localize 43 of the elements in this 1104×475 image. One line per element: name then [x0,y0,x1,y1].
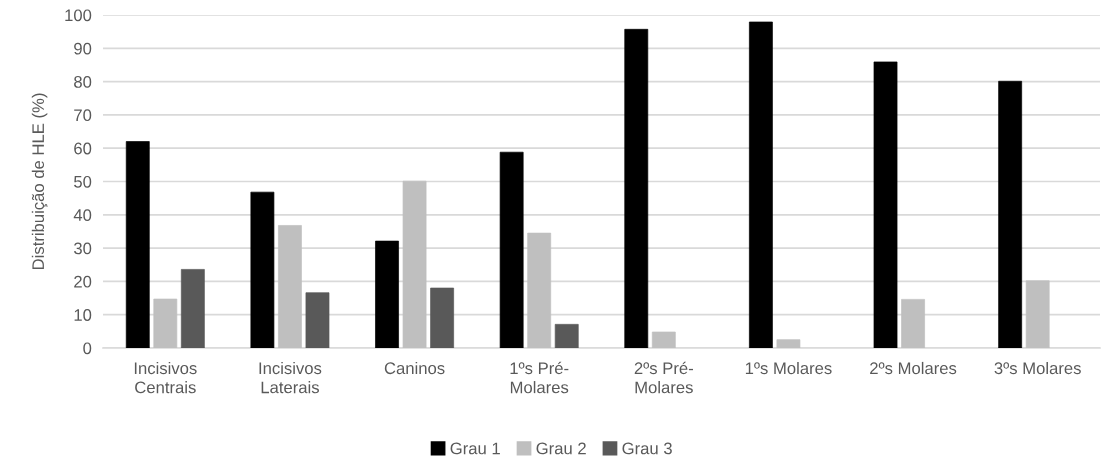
x-tick-label: Incisivos Centrais [134,361,197,394]
bar [402,180,427,348]
bar [499,151,524,348]
bar [1025,280,1050,348]
y-tick-label: 70 [74,109,92,122]
bar [651,331,676,348]
bar [430,287,454,348]
legend-label: Grau 2 [536,442,586,455]
x-tick-label: Incisivos Laterais [259,361,322,394]
bar [250,191,275,348]
x-tick-label: 3ºs Molares [994,361,1081,375]
y-tick-label: 100 [65,9,92,22]
legend-label: Grau 1 [450,442,500,455]
bar [527,232,552,348]
bar [901,299,925,348]
y-tick-label: 20 [74,275,92,288]
legend-label: Grau 3 [622,442,672,455]
y-tick-label: 80 [74,76,92,88]
y-axis-title: Distribuição de HLE (%) [31,93,48,270]
bar [153,298,178,348]
x-tick-label: 2ºs Pré- Molares [634,361,693,394]
y-tick-label: 30 [73,242,92,255]
y-tick-label: 10 [74,309,92,321]
bar [873,61,898,348]
x-tick-label: Caninos [384,361,445,375]
bar [125,141,150,348]
bar [776,339,801,348]
y-tick-label: 90 [74,42,92,55]
bar [554,324,579,348]
bar [749,21,773,348]
y-tick-label: 50 [74,175,92,188]
bar [278,225,302,348]
bar [180,269,205,348]
bar [305,292,330,348]
x-tick-label: 2ºs Molares [870,361,957,375]
bar [998,80,1023,348]
bar [624,28,649,348]
y-tick-label: 0 [83,342,92,355]
bar [375,240,399,348]
y-tick-label: 40 [73,209,92,221]
x-tick-label: 1ºs Pré- Molares [510,361,569,394]
y-tick-label: 60 [74,142,92,155]
x-tick-label: 1ºs Molares [745,361,832,375]
